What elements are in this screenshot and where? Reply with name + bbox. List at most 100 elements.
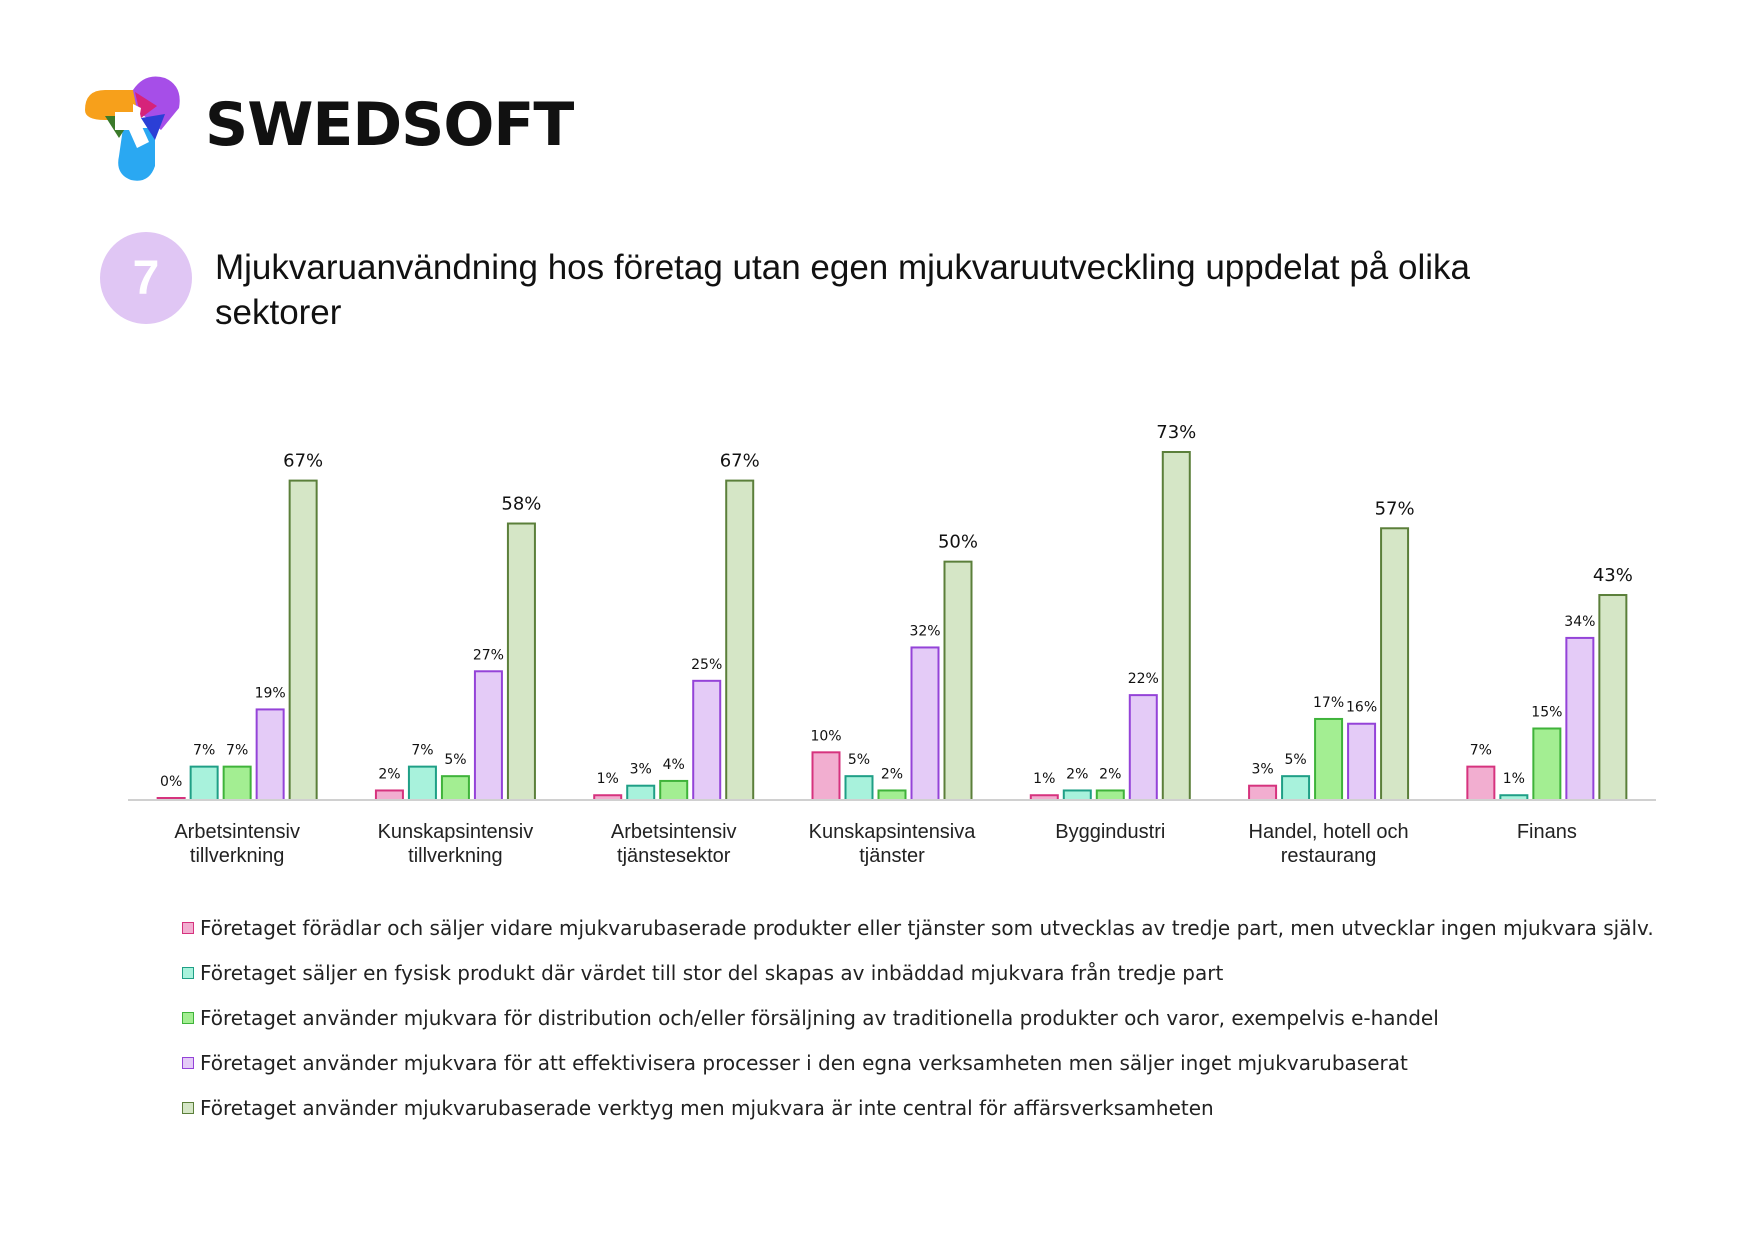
data-label: 43% bbox=[1593, 565, 1633, 586]
bar bbox=[1095, 789, 1125, 802]
data-label: 25% bbox=[691, 657, 722, 673]
legend-item: Företaget säljer en fysisk produkt där v… bbox=[182, 950, 1654, 995]
bar bbox=[222, 765, 252, 801]
bar bbox=[692, 679, 722, 802]
legend-label: Företaget förädlar och säljer vidare mju… bbox=[200, 915, 1654, 940]
bar bbox=[1598, 594, 1628, 801]
category-label: tillverkning bbox=[190, 845, 284, 867]
category-label: Arbetsintensiv bbox=[611, 821, 737, 843]
data-label: 27% bbox=[473, 647, 504, 663]
category-label: Kunskapsintensiv bbox=[378, 821, 534, 843]
bar bbox=[440, 775, 470, 802]
swedsoft-logo: SWEDSOFT bbox=[75, 68, 595, 188]
data-label: 73% bbox=[1156, 422, 1196, 443]
category-label: Handel, hotell och bbox=[1249, 821, 1409, 843]
bar bbox=[189, 765, 219, 801]
bar bbox=[877, 789, 907, 802]
bar bbox=[374, 789, 404, 802]
data-label: 1% bbox=[1503, 771, 1525, 787]
data-label: 10% bbox=[810, 728, 841, 744]
legend-item: Företaget använder mjukvarubaserade verk… bbox=[182, 1085, 1654, 1130]
data-label: 0% bbox=[160, 774, 182, 790]
bar bbox=[943, 560, 973, 801]
bar bbox=[844, 775, 874, 802]
data-label: 34% bbox=[1564, 614, 1595, 630]
bar bbox=[725, 479, 755, 801]
bar bbox=[407, 765, 437, 801]
bar bbox=[811, 751, 841, 801]
data-label: 2% bbox=[881, 766, 903, 782]
bar bbox=[1314, 717, 1344, 801]
legend-item: Företaget förädlar och säljer vidare mju… bbox=[182, 905, 1654, 950]
bar-chart: 0%7% 7%19%67%Arbetsintensivtillverkning2%… bbox=[128, 422, 1656, 867]
data-label: 19% bbox=[255, 685, 286, 701]
category-label: tjänster bbox=[859, 845, 925, 867]
category-label: Finans bbox=[1517, 821, 1577, 843]
legend-swatch bbox=[182, 921, 194, 934]
legend-label: Företaget säljer en fysisk produkt där v… bbox=[200, 960, 1224, 985]
legend-label: Företaget använder mjukvara för distribu… bbox=[200, 1005, 1439, 1030]
brand-name: SWEDSOFT bbox=[205, 90, 574, 160]
bar bbox=[1347, 722, 1377, 801]
category-label: Byggindustri bbox=[1055, 821, 1165, 843]
bar bbox=[1380, 527, 1410, 801]
legend-swatch bbox=[182, 966, 194, 979]
data-label: 57% bbox=[1375, 498, 1415, 519]
data-label: 17% bbox=[1313, 695, 1344, 711]
bar bbox=[626, 784, 656, 802]
data-label: 7% bbox=[1470, 743, 1492, 759]
data-label: 2% bbox=[1099, 766, 1121, 782]
data-label: 7% bbox=[193, 743, 215, 759]
category-label: tillverkning bbox=[408, 845, 502, 867]
legend-item: Företaget använder mjukvara för att effe… bbox=[182, 1040, 1654, 1085]
data-label: 1% bbox=[1033, 771, 1055, 787]
figure-number-badge: 7 bbox=[100, 232, 192, 324]
category-label: Kunskapsintensiva bbox=[809, 821, 977, 843]
bar bbox=[1466, 765, 1496, 801]
category-label: restaurang bbox=[1281, 845, 1377, 867]
data-label: 3% bbox=[630, 762, 652, 778]
legend-label: Företaget använder mjukvara för att effe… bbox=[200, 1050, 1408, 1075]
bar bbox=[910, 646, 940, 801]
data-label: 5% bbox=[1284, 752, 1306, 768]
bar bbox=[1281, 775, 1311, 802]
bar bbox=[659, 779, 689, 802]
data-label: 5% bbox=[444, 752, 466, 768]
legend-item: Företaget använder mjukvara för distribu… bbox=[182, 995, 1654, 1040]
data-label: 5% bbox=[848, 752, 870, 768]
data-label: 58% bbox=[501, 494, 541, 515]
bar bbox=[506, 522, 536, 802]
data-label: 50% bbox=[938, 532, 978, 553]
category-label: tjänstesektor bbox=[617, 845, 731, 867]
bar bbox=[473, 670, 503, 801]
data-label: 16% bbox=[1346, 700, 1377, 716]
bar bbox=[1128, 694, 1158, 801]
data-label: 7% bbox=[226, 743, 248, 759]
data-label: 1% bbox=[597, 771, 619, 787]
bar bbox=[1248, 784, 1278, 802]
legend-swatch bbox=[182, 1101, 194, 1114]
data-label: 2% bbox=[1066, 766, 1088, 782]
bar bbox=[1161, 451, 1191, 801]
data-label: 2% bbox=[378, 766, 400, 782]
bar bbox=[1565, 636, 1595, 802]
legend-label: Företaget använder mjukvarubaserade verk… bbox=[200, 1095, 1214, 1120]
legend-swatch bbox=[182, 1056, 194, 1069]
data-label: 7% bbox=[411, 743, 433, 759]
figure-title: Mjukvaruanvändning hos företag utan egen… bbox=[215, 248, 1470, 332]
data-label: 32% bbox=[909, 623, 940, 639]
bar bbox=[255, 708, 285, 801]
swedsoft-logo-mark bbox=[85, 76, 180, 181]
legend-swatch bbox=[182, 1011, 194, 1024]
bar bbox=[288, 479, 318, 801]
data-label: 4% bbox=[663, 757, 685, 773]
bar bbox=[1062, 789, 1092, 802]
category-label: Arbetsintensiv bbox=[174, 821, 300, 843]
data-label: 3% bbox=[1251, 762, 1273, 778]
data-label: 67% bbox=[720, 451, 760, 472]
data-label: 22% bbox=[1128, 671, 1159, 687]
data-label: 67% bbox=[283, 451, 323, 472]
data-label: 15% bbox=[1531, 704, 1562, 720]
bar bbox=[1532, 727, 1562, 802]
chart-legend: Företaget förädlar och säljer vidare mju… bbox=[182, 905, 1654, 1130]
